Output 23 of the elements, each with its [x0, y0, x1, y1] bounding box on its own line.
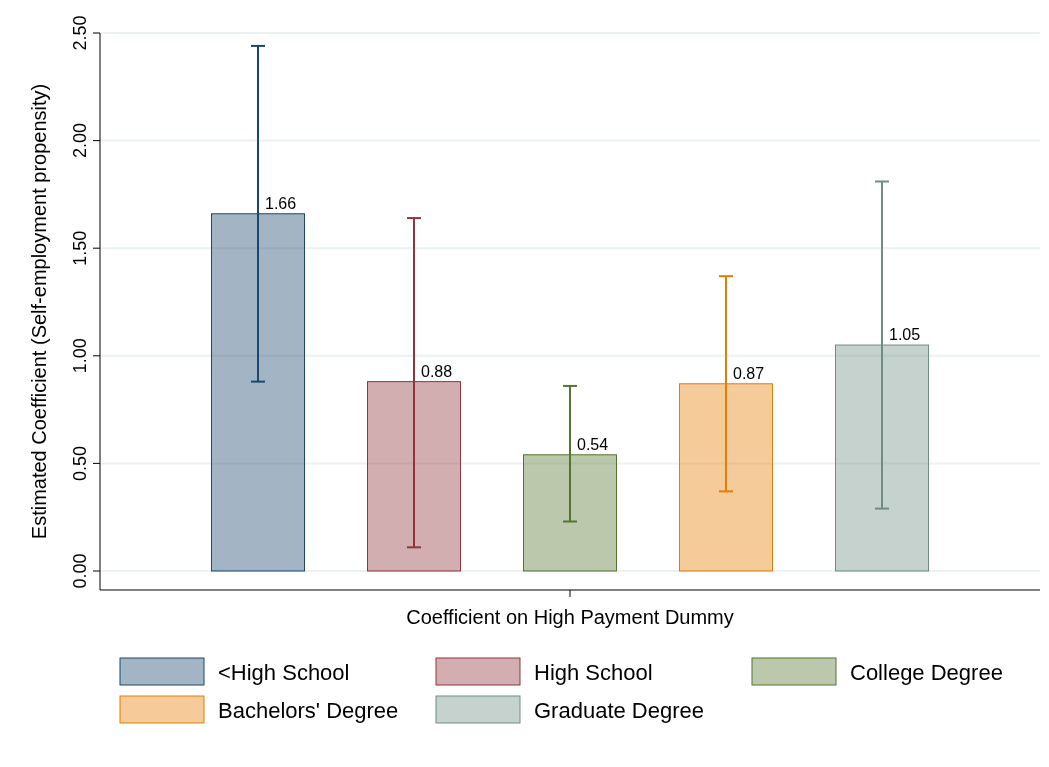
y-tick-label: 1.50 — [70, 230, 90, 266]
bar — [211, 213, 305, 572]
bar — [367, 381, 461, 572]
data-label: 0.88 — [421, 362, 453, 380]
y-tick-label: 1.00 — [70, 338, 90, 374]
bar — [523, 454, 617, 572]
legend-label: Graduate Degree — [534, 698, 704, 723]
y-tick-label: 2.50 — [70, 15, 90, 51]
data-label: 1.66 — [265, 194, 297, 212]
data-label: 0.54 — [577, 435, 609, 453]
legend-label: <High School — [218, 660, 350, 685]
bar — [835, 344, 929, 572]
bar — [679, 383, 773, 572]
x-axis-title: Coefficient on High Payment Dummy — [406, 606, 734, 628]
y-tick-label: 0.00 — [70, 553, 90, 589]
data-label: 1.05 — [889, 326, 921, 344]
data-label: 0.87 — [733, 364, 765, 382]
legend-label: High School — [534, 660, 653, 685]
y-axis-title: Estimated Coefficient (Self-employment propensity) — [28, 83, 50, 540]
y-tick-label: 2.00 — [70, 123, 90, 159]
legend-label: Bachelors' Degree — [218, 698, 399, 723]
y-tick-label: 0.50 — [70, 445, 90, 481]
legend-label: College Degree — [850, 660, 1003, 685]
